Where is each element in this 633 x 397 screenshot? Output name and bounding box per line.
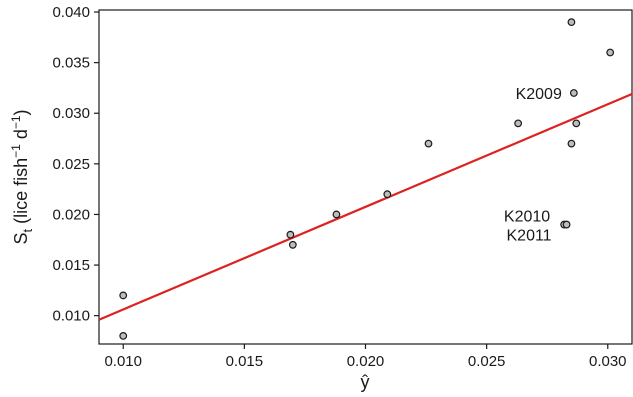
regression-line	[98, 92, 633, 321]
x-axis-label: ŷ	[361, 372, 370, 392]
data-point	[606, 48, 615, 57]
data-point	[572, 119, 581, 128]
x-tick-label: 0.010	[104, 353, 142, 370]
data-point	[562, 220, 571, 229]
y-tick-label: 0.040	[52, 4, 90, 21]
data-point	[119, 291, 128, 300]
data-point	[286, 230, 295, 239]
annotation-label: K2009	[516, 86, 562, 103]
y-axis-label-mid: d	[11, 129, 31, 144]
data-point	[383, 190, 392, 199]
data-point	[424, 139, 433, 148]
y-tick-label: 0.035	[52, 55, 90, 72]
x-tick-label: 0.015	[226, 353, 264, 370]
annotations: K2009 K2010 K2011	[504, 86, 562, 245]
y-tick-label: 0.010	[52, 308, 90, 325]
x-tick-label: 0.025	[468, 353, 506, 370]
y-axis-label-pre: (lice fish	[11, 158, 31, 229]
data-point	[569, 89, 578, 97]
x-tick-label: 0.020	[347, 353, 385, 370]
data-point	[567, 18, 576, 27]
y-axis-label-sup2: −1	[9, 115, 23, 129]
y-tick-label: 0.030	[52, 105, 90, 122]
data-point	[332, 210, 341, 219]
x-axis: 0.010 0.015 0.020 0.025 0.030	[104, 344, 627, 370]
y-tick-label: 0.025	[52, 156, 90, 173]
y-tick-label: 0.020	[52, 206, 90, 223]
y-axis-label-post: )	[11, 109, 31, 115]
y-axis-label: St (lice fish−1 d−1)	[9, 109, 35, 244]
annotation-label: K2010	[504, 209, 550, 226]
regression-line-group	[98, 92, 633, 321]
data-points	[119, 18, 615, 340]
data-point	[119, 332, 128, 340]
data-point	[288, 240, 297, 249]
plot-frame	[98, 9, 633, 345]
y-axis-label-sub: t	[20, 229, 35, 233]
y-axis-label-sup1: −1	[9, 144, 23, 158]
y-tick-label: 0.015	[52, 257, 90, 274]
annotation-label: K2011	[507, 228, 552, 245]
data-point	[514, 119, 523, 128]
x-tick-label: 0.030	[589, 353, 627, 370]
y-axis: 0.010 0.015 0.020 0.025 0.030 0.035 0.040	[52, 4, 99, 325]
data-point	[567, 139, 576, 148]
y-axis-label-main: S	[11, 233, 31, 245]
